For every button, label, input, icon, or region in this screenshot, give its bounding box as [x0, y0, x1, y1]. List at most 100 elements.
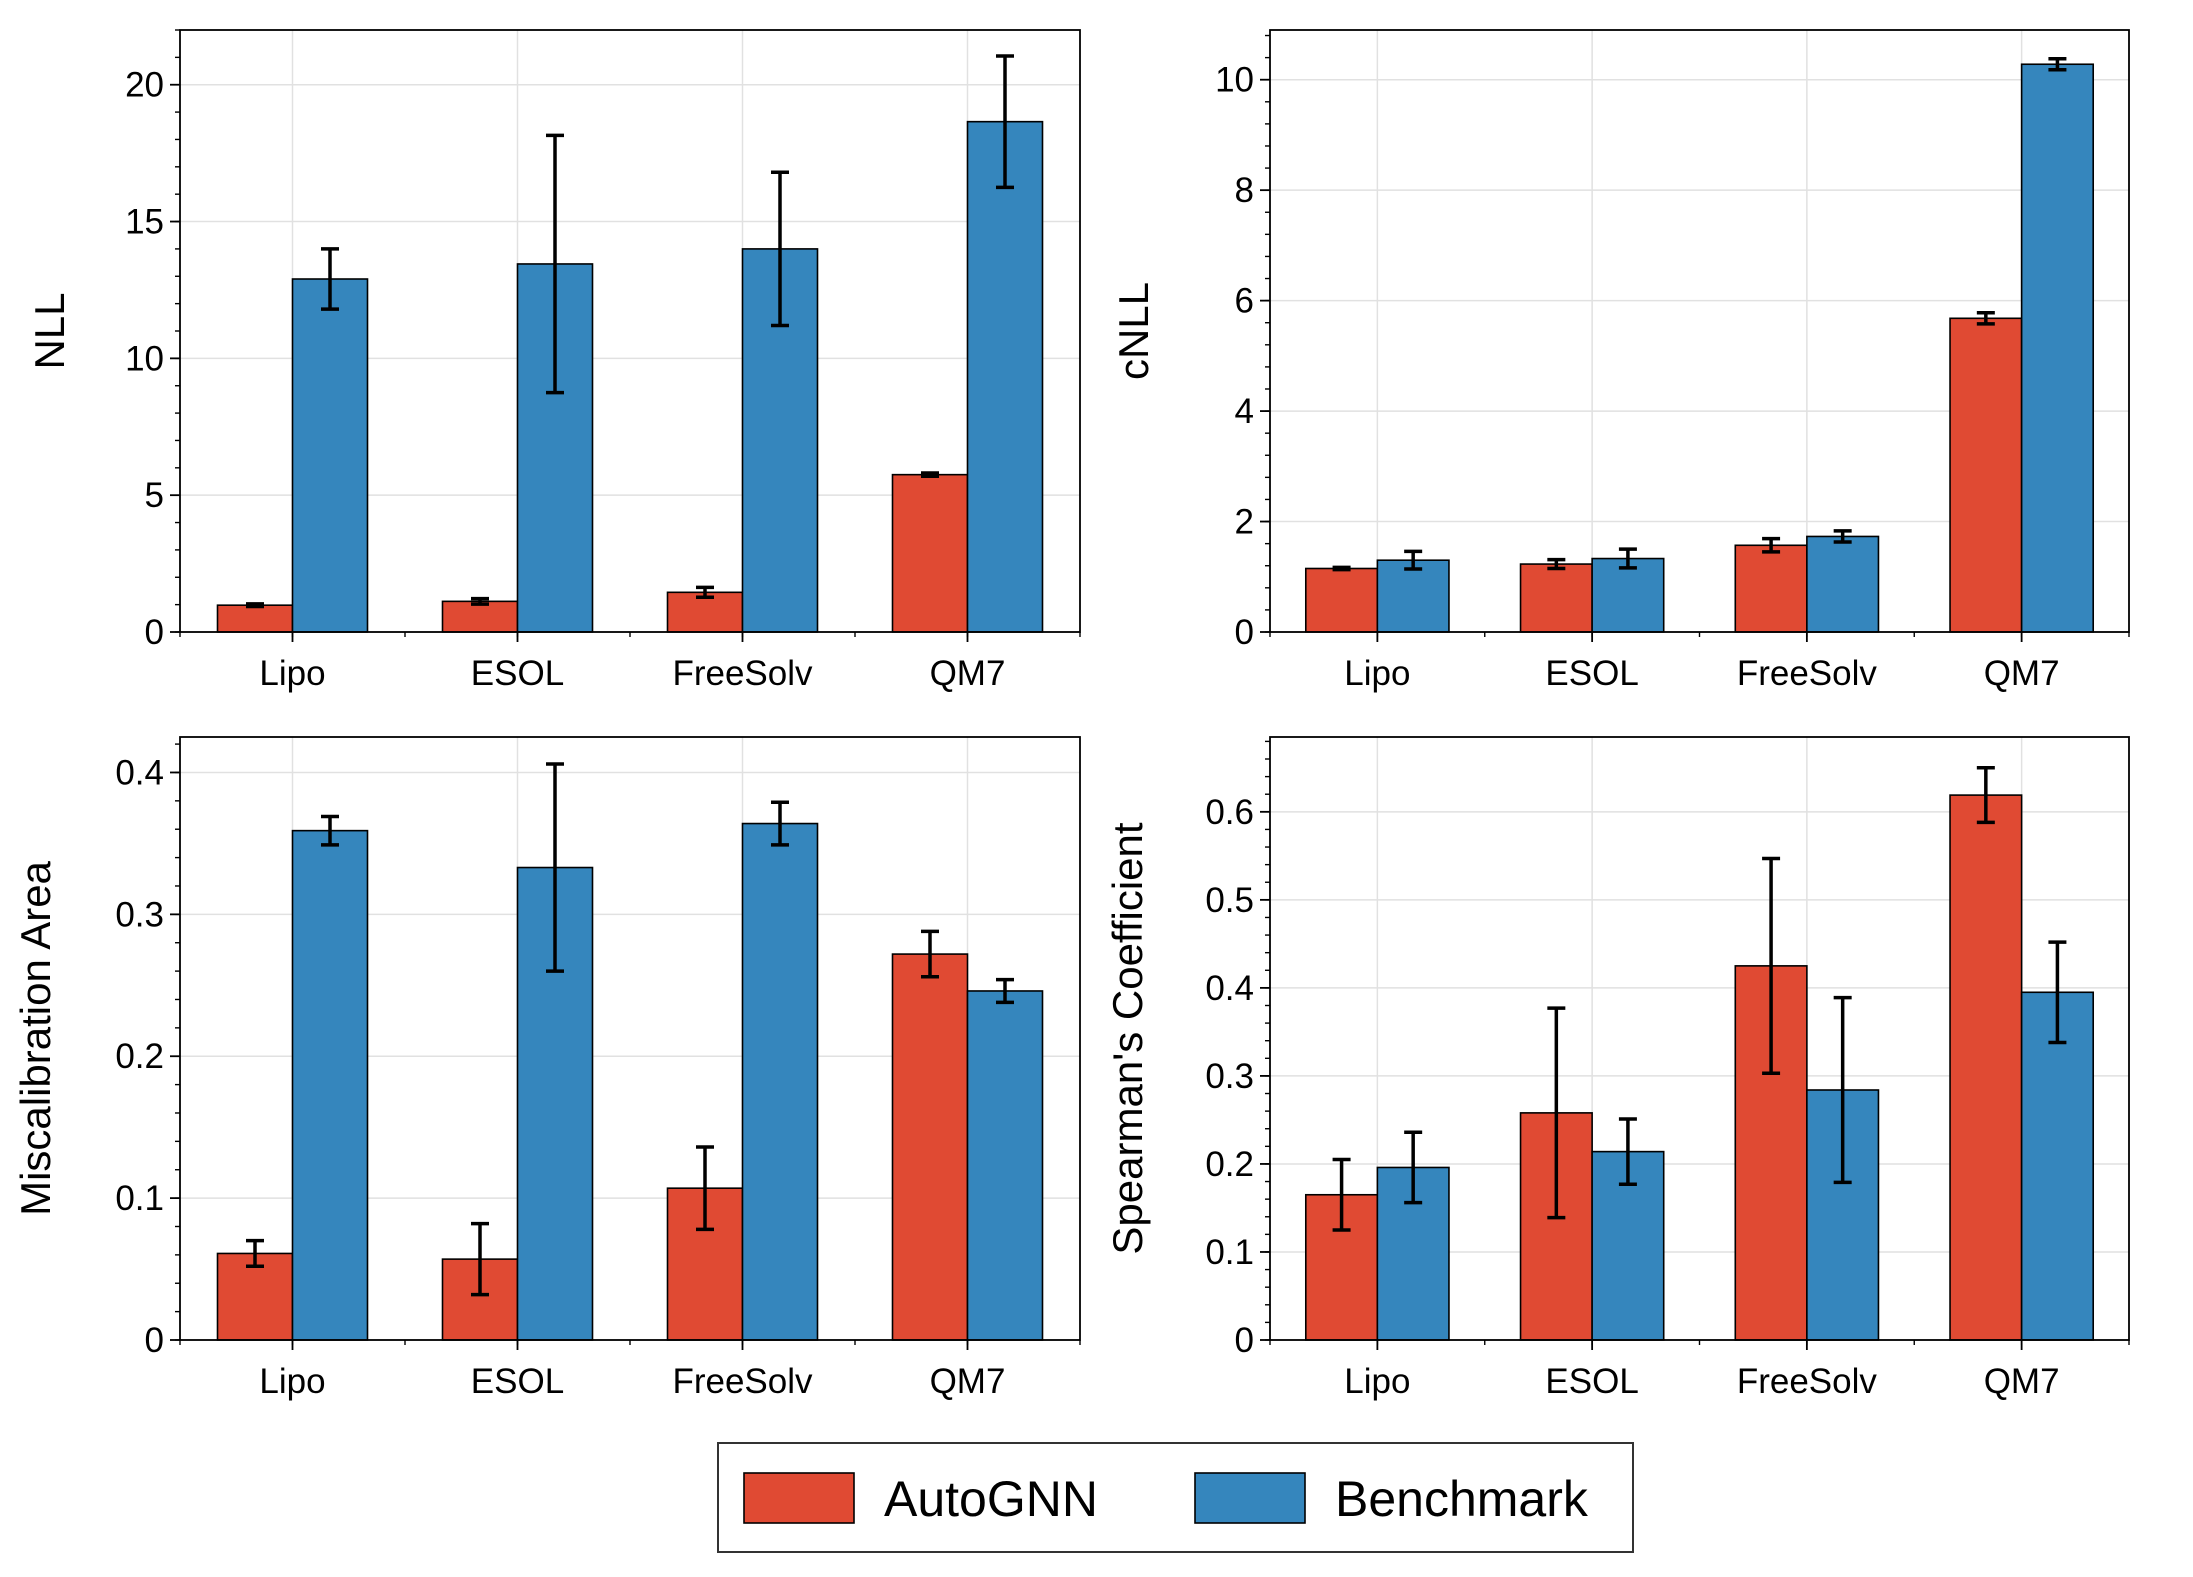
- x-tick-label: QM7: [1984, 1362, 2060, 1401]
- y-axis-label: NLL: [26, 292, 73, 369]
- bar-autognn-esol: [441, 600, 519, 633]
- error-bar-benchmark-freesolv: [1833, 995, 1852, 1185]
- bar-autognn-qm7: [1949, 794, 2023, 1341]
- y-tick-label: 0.1: [115, 1179, 164, 1218]
- y-tick-label: 6: [1235, 282, 1254, 321]
- y-tick-label: 0: [1235, 613, 1254, 652]
- y-tick-label: 15: [125, 203, 164, 242]
- error-bar-autognn-qm7: [921, 471, 939, 479]
- chart-panels: 0 5 10 15 20 Lipo ESOL FreeSolv QM7 NLL 0 2 4 6 8 10 Lip…: [12, 29, 2130, 1401]
- y-tick-label: 20: [125, 66, 164, 105]
- y-tick-label: 0.2: [1205, 1145, 1254, 1184]
- legend-swatch-benchmark: [1194, 1472, 1306, 1524]
- error-bar-autognn-lipo: [246, 602, 264, 609]
- bar-autognn-lipo: [216, 604, 294, 633]
- error-bar-autognn-esol: [1547, 1006, 1566, 1220]
- bar-benchmark-lipo: [1376, 559, 1450, 633]
- error-bar-autognn-esol: [471, 596, 489, 606]
- x-tick-label: Lipo: [259, 1362, 325, 1401]
- error-bar-autognn-lipo: [1332, 1157, 1351, 1232]
- bar-autognn-esol: [1519, 563, 1593, 633]
- error-bar-autognn-freesolv: [696, 1145, 714, 1232]
- error-bar-benchmark-lipo: [321, 247, 339, 311]
- y-tick-label: 0: [145, 1321, 164, 1360]
- error-bar-autognn-lipo: [1332, 565, 1351, 572]
- error-bar-autognn-freesolv: [1762, 856, 1781, 1076]
- y-tick-label: 0.4: [115, 753, 164, 792]
- y-axis-label: Miscalibration Area: [12, 860, 59, 1215]
- bar-benchmark-qm7: [966, 990, 1044, 1341]
- bar-benchmark-lipo: [291, 278, 369, 633]
- error-bar-autognn-esol: [1547, 557, 1566, 571]
- error-bar-benchmark-lipo: [321, 814, 339, 847]
- y-tick-label: 8: [1235, 171, 1254, 210]
- x-tick-label: FreeSolv: [1737, 654, 1878, 693]
- x-tick-label: Lipo: [259, 654, 325, 693]
- error-bar-benchmark-freesolv: [771, 800, 789, 847]
- error-bar-autognn-lipo: [246, 1238, 264, 1268]
- x-tick-label: QM7: [1984, 654, 2060, 693]
- bar-benchmark-freesolv: [1806, 535, 1880, 633]
- bar-benchmark-lipo: [291, 829, 369, 1341]
- bar-benchmark-freesolv: [1806, 1089, 1880, 1341]
- x-tick-label: FreeSolv: [672, 1362, 813, 1401]
- error-bar-autognn-freesolv: [1762, 536, 1781, 554]
- legend-label-benchmark: Benchmark: [1335, 1471, 1589, 1527]
- bar-benchmark-qm7: [2020, 991, 2095, 1341]
- x-tick-label: Lipo: [1344, 654, 1410, 693]
- panel-3: 0 0.1 0.2 0.3 0.4 Lipo ESOL FreeSolv QM7 Miscalib…: [12, 736, 1081, 1401]
- error-bar-benchmark-qm7: [996, 977, 1014, 1005]
- error-bar-benchmark-esol: [1618, 547, 1637, 570]
- y-tick-label: 0: [1235, 1321, 1254, 1360]
- error-bar-benchmark-qm7: [996, 54, 1014, 190]
- y-tick-label: 0: [145, 613, 164, 652]
- y-axis-label: Spearman's Coefficient: [1104, 822, 1151, 1254]
- legend-label-autognn: AutoGNN: [884, 1471, 1098, 1527]
- y-tick-label: 0.2: [115, 1037, 164, 1076]
- x-tick-label: Lipo: [1344, 1362, 1410, 1401]
- error-bar-benchmark-lipo: [1404, 549, 1423, 571]
- y-tick-label: 10: [125, 339, 164, 378]
- x-tick-label: FreeSolv: [672, 654, 813, 693]
- error-bar-benchmark-esol: [546, 133, 564, 395]
- bar-autognn-freesolv: [1734, 544, 1808, 633]
- error-bar-benchmark-esol: [1618, 1117, 1637, 1186]
- x-tick-label: ESOL: [471, 1362, 564, 1401]
- error-bar-benchmark-freesolv: [1833, 529, 1852, 544]
- bar-autognn-lipo: [1304, 567, 1379, 633]
- error-bar-benchmark-lipo: [1404, 1130, 1423, 1205]
- bar-benchmark-freesolv: [741, 822, 819, 1341]
- bar-autognn-qm7: [1949, 317, 2023, 633]
- x-tick-label: QM7: [930, 654, 1006, 693]
- legend: AutoGNN Benchmark: [717, 1442, 1634, 1553]
- y-tick-label: 4: [1235, 392, 1254, 431]
- y-tick-label: 0.3: [115, 895, 164, 934]
- y-tick-label: 0.6: [1205, 793, 1254, 832]
- panel-2: 0 2 4 6 8 10 Lipo ESOL FreeSolv QM7 cNLL: [1110, 29, 2130, 693]
- bar-autognn-qm7: [891, 473, 969, 633]
- x-tick-label: ESOL: [1545, 654, 1638, 693]
- x-tick-label: FreeSolv: [1737, 1362, 1878, 1401]
- error-bar-benchmark-esol: [546, 762, 564, 973]
- error-bar-autognn-qm7: [1976, 766, 1995, 825]
- error-bar-autognn-qm7: [921, 929, 939, 979]
- y-tick-label: 0.5: [1205, 881, 1254, 920]
- error-bar-benchmark-qm7: [2048, 56, 2067, 72]
- x-tick-label: ESOL: [471, 654, 564, 693]
- bar-benchmark-qm7: [2020, 63, 2095, 633]
- error-bar-benchmark-freesolv: [771, 170, 789, 328]
- error-bar-benchmark-qm7: [2048, 940, 2067, 1045]
- y-tick-label: 0.1: [1205, 1233, 1254, 1272]
- x-tick-label: QM7: [930, 1362, 1006, 1401]
- y-tick-label: 10: [1215, 61, 1254, 100]
- error-bar-autognn-freesolv: [696, 585, 714, 599]
- y-tick-label: 5: [145, 476, 164, 515]
- x-tick-label: ESOL: [1545, 1362, 1638, 1401]
- y-tick-label: 0.3: [1205, 1057, 1254, 1096]
- y-tick-label: 0.4: [1205, 969, 1254, 1008]
- panel-4: 0 0.1 0.2 0.3 0.4 0.5 0.6 Lipo ESOL FreeSolv QM7 Sp…: [1104, 736, 2130, 1401]
- error-bar-autognn-qm7: [1976, 311, 1995, 326]
- bar-benchmark-qm7: [966, 120, 1044, 633]
- legend-swatch-autognn: [743, 1472, 855, 1524]
